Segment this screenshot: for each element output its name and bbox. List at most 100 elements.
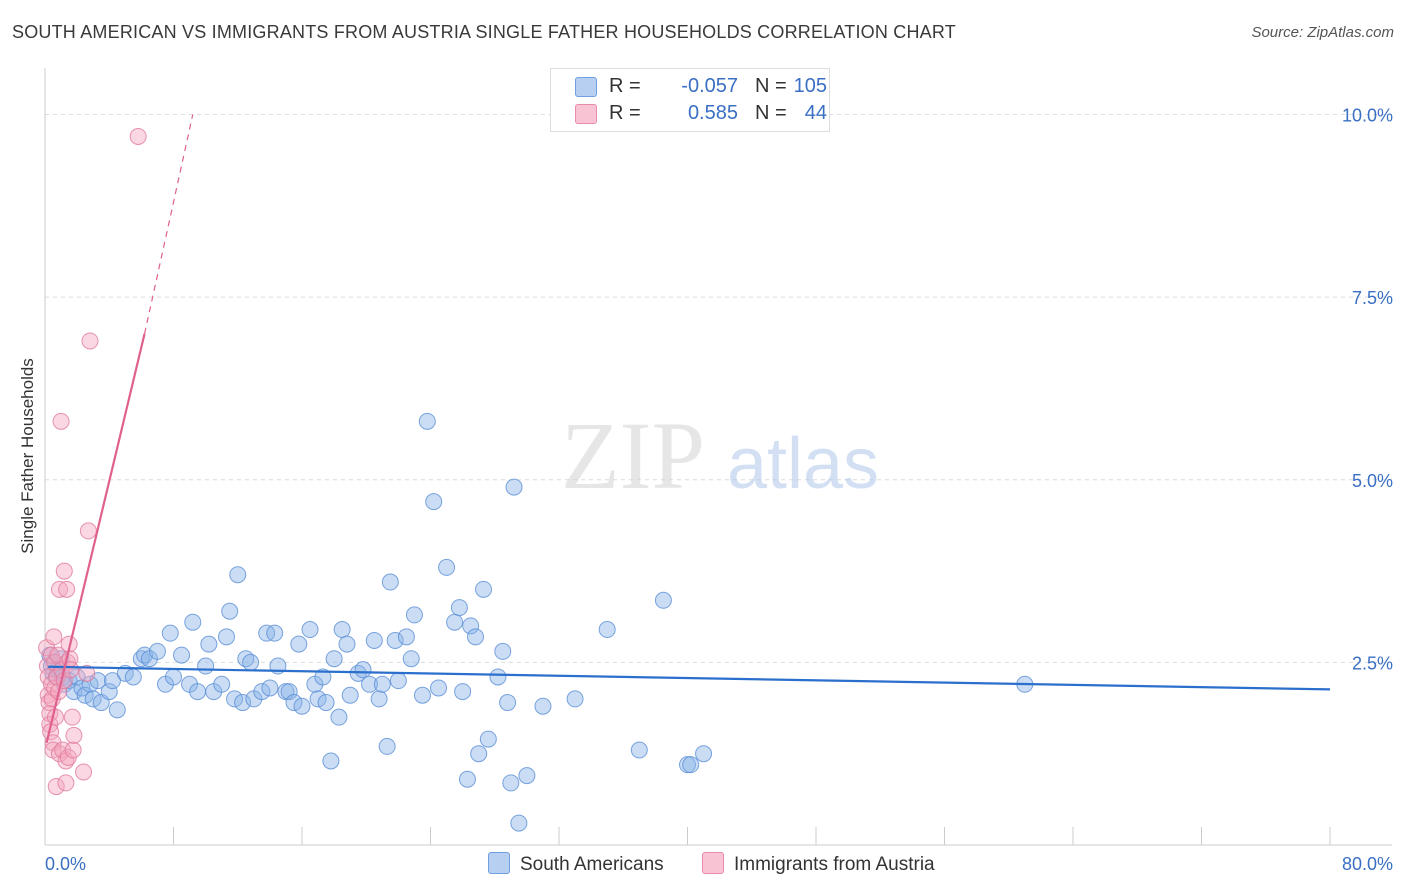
point-austria bbox=[45, 628, 63, 646]
y-tick-label: 2.5% bbox=[1352, 653, 1393, 673]
legend-r-value: -0.057 bbox=[681, 75, 738, 97]
point-south-americans bbox=[338, 635, 356, 653]
point-south-americans bbox=[397, 628, 415, 646]
legend-r-label: R = bbox=[609, 102, 641, 124]
legend-r-label: R = bbox=[609, 75, 641, 97]
point-south-americans bbox=[479, 730, 497, 748]
watermark-zip: ZIP bbox=[561, 402, 705, 509]
trend-line-austria bbox=[45, 333, 146, 743]
point-austria bbox=[47, 778, 65, 796]
point-south-americans bbox=[405, 606, 423, 624]
point-south-americans bbox=[489, 668, 507, 686]
series-legend-south-americans: South Americans bbox=[488, 852, 664, 876]
point-south-americans bbox=[430, 679, 448, 697]
point-austria bbox=[62, 661, 80, 679]
point-south-americans bbox=[378, 737, 396, 755]
x-tick-label: 0.0% bbox=[45, 854, 86, 874]
trend-extension-austria bbox=[144, 114, 194, 334]
point-south-americans bbox=[333, 621, 351, 639]
series-swatch-pink bbox=[702, 852, 724, 874]
series-name: South Americans bbox=[520, 854, 664, 875]
point-south-americans bbox=[413, 686, 431, 704]
point-south-americans bbox=[458, 770, 476, 788]
point-south-americans bbox=[454, 683, 472, 701]
point-south-americans bbox=[518, 767, 536, 785]
point-south-americans bbox=[197, 657, 215, 675]
point-austria bbox=[50, 580, 68, 598]
point-south-americans bbox=[475, 580, 493, 598]
point-south-americans bbox=[598, 621, 616, 639]
point-south-americans bbox=[293, 697, 311, 715]
point-austria bbox=[46, 708, 64, 726]
point-south-americans bbox=[226, 690, 244, 708]
point-south-americans bbox=[266, 624, 284, 642]
point-south-americans bbox=[165, 668, 182, 686]
point-south-americans bbox=[100, 683, 118, 701]
point-south-americans bbox=[630, 741, 648, 759]
point-south-americans bbox=[229, 566, 247, 584]
point-south-americans bbox=[285, 694, 303, 712]
point-south-americans bbox=[381, 573, 399, 591]
y-tick-label: 10.0% bbox=[1342, 106, 1393, 126]
point-south-americans bbox=[502, 774, 520, 792]
point-austria bbox=[55, 562, 73, 580]
point-south-americans bbox=[322, 752, 340, 770]
point-south-americans bbox=[242, 653, 260, 671]
point-austria bbox=[75, 763, 93, 781]
point-south-americans bbox=[418, 412, 436, 430]
point-south-americans bbox=[218, 628, 236, 646]
point-south-americans bbox=[253, 683, 271, 701]
point-south-americans bbox=[499, 694, 517, 712]
point-austria bbox=[64, 741, 82, 759]
point-south-americans bbox=[161, 624, 179, 642]
point-south-americans bbox=[360, 675, 378, 693]
series-swatch-blue bbox=[488, 852, 510, 874]
point-south-americans bbox=[261, 679, 279, 697]
point-south-americans bbox=[341, 686, 359, 704]
point-south-americans bbox=[365, 631, 383, 649]
point-south-americans bbox=[654, 591, 672, 609]
point-austria bbox=[81, 332, 99, 350]
point-south-americans bbox=[173, 646, 191, 664]
point-austria bbox=[57, 774, 75, 792]
point-austria bbox=[65, 726, 83, 744]
point-austria bbox=[52, 412, 70, 430]
point-south-americans bbox=[314, 668, 332, 686]
point-south-americans bbox=[309, 690, 327, 708]
point-south-americans bbox=[116, 664, 134, 682]
point-south-americans bbox=[510, 814, 528, 832]
point-south-americans bbox=[373, 675, 391, 693]
point-south-americans bbox=[325, 650, 343, 668]
point-south-americans bbox=[330, 708, 348, 726]
trend-lines bbox=[45, 114, 1331, 743]
point-austria bbox=[129, 127, 147, 145]
point-south-americans bbox=[370, 690, 388, 708]
legend-swatch-blue bbox=[575, 77, 597, 97]
x-tick-label: 80.0% bbox=[1342, 854, 1393, 874]
chart-title: SOUTH AMERICAN VS IMMIGRANTS FROM AUSTRI… bbox=[12, 22, 956, 42]
correlation-legend: R = -0.057 N = 105 R = 0.585 N = 44 bbox=[550, 68, 830, 132]
point-south-americans bbox=[425, 493, 443, 511]
gridlines bbox=[45, 114, 1392, 663]
point-south-americans bbox=[494, 642, 512, 660]
point-south-americans bbox=[280, 683, 298, 701]
point-south-americans bbox=[68, 668, 86, 686]
point-south-americans bbox=[213, 675, 231, 693]
series-legend-austria: Immigrants from Austria bbox=[702, 852, 935, 876]
point-austria bbox=[78, 664, 96, 682]
point-south-americans bbox=[470, 745, 488, 763]
point-south-americans bbox=[81, 675, 99, 693]
source-credit: Source: ZipAtlas.com bbox=[1251, 24, 1394, 41]
watermark: ZIP atlas bbox=[561, 402, 879, 509]
point-south-americans bbox=[354, 661, 372, 679]
point-austria bbox=[63, 708, 81, 726]
tick-labels: 2.5% 5.0% 7.5% 10.0% 0.0% 80.0% bbox=[45, 106, 1393, 874]
point-austria bbox=[58, 580, 76, 598]
point-south-americans bbox=[695, 745, 713, 763]
legend-swatch-pink bbox=[575, 104, 597, 124]
point-south-americans bbox=[450, 599, 468, 617]
point-south-americans bbox=[84, 690, 102, 708]
point-south-americans bbox=[534, 697, 552, 715]
point-south-americans bbox=[566, 690, 584, 708]
